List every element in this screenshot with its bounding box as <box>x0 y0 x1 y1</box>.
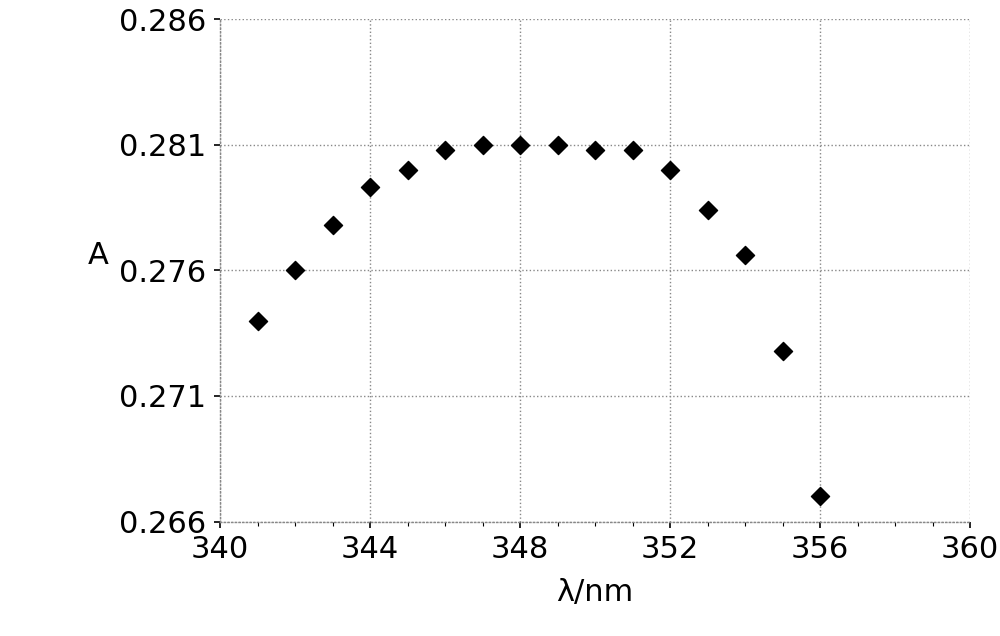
Point <box>587 144 603 155</box>
Point <box>624 144 641 155</box>
Point <box>700 205 716 215</box>
Point <box>737 250 753 260</box>
Point <box>512 139 528 149</box>
Point <box>437 144 453 155</box>
X-axis label: λ/nm: λ/nm <box>556 578 634 607</box>
Y-axis label: A: A <box>88 241 108 270</box>
Point <box>662 165 678 175</box>
Point <box>250 315 266 326</box>
Point <box>550 139 566 149</box>
Point <box>774 345 790 356</box>
Point <box>287 265 303 275</box>
Point <box>324 220 340 230</box>
Point <box>812 492 828 502</box>
Point <box>362 183 378 193</box>
Point <box>474 139 490 149</box>
Point <box>400 165 416 175</box>
